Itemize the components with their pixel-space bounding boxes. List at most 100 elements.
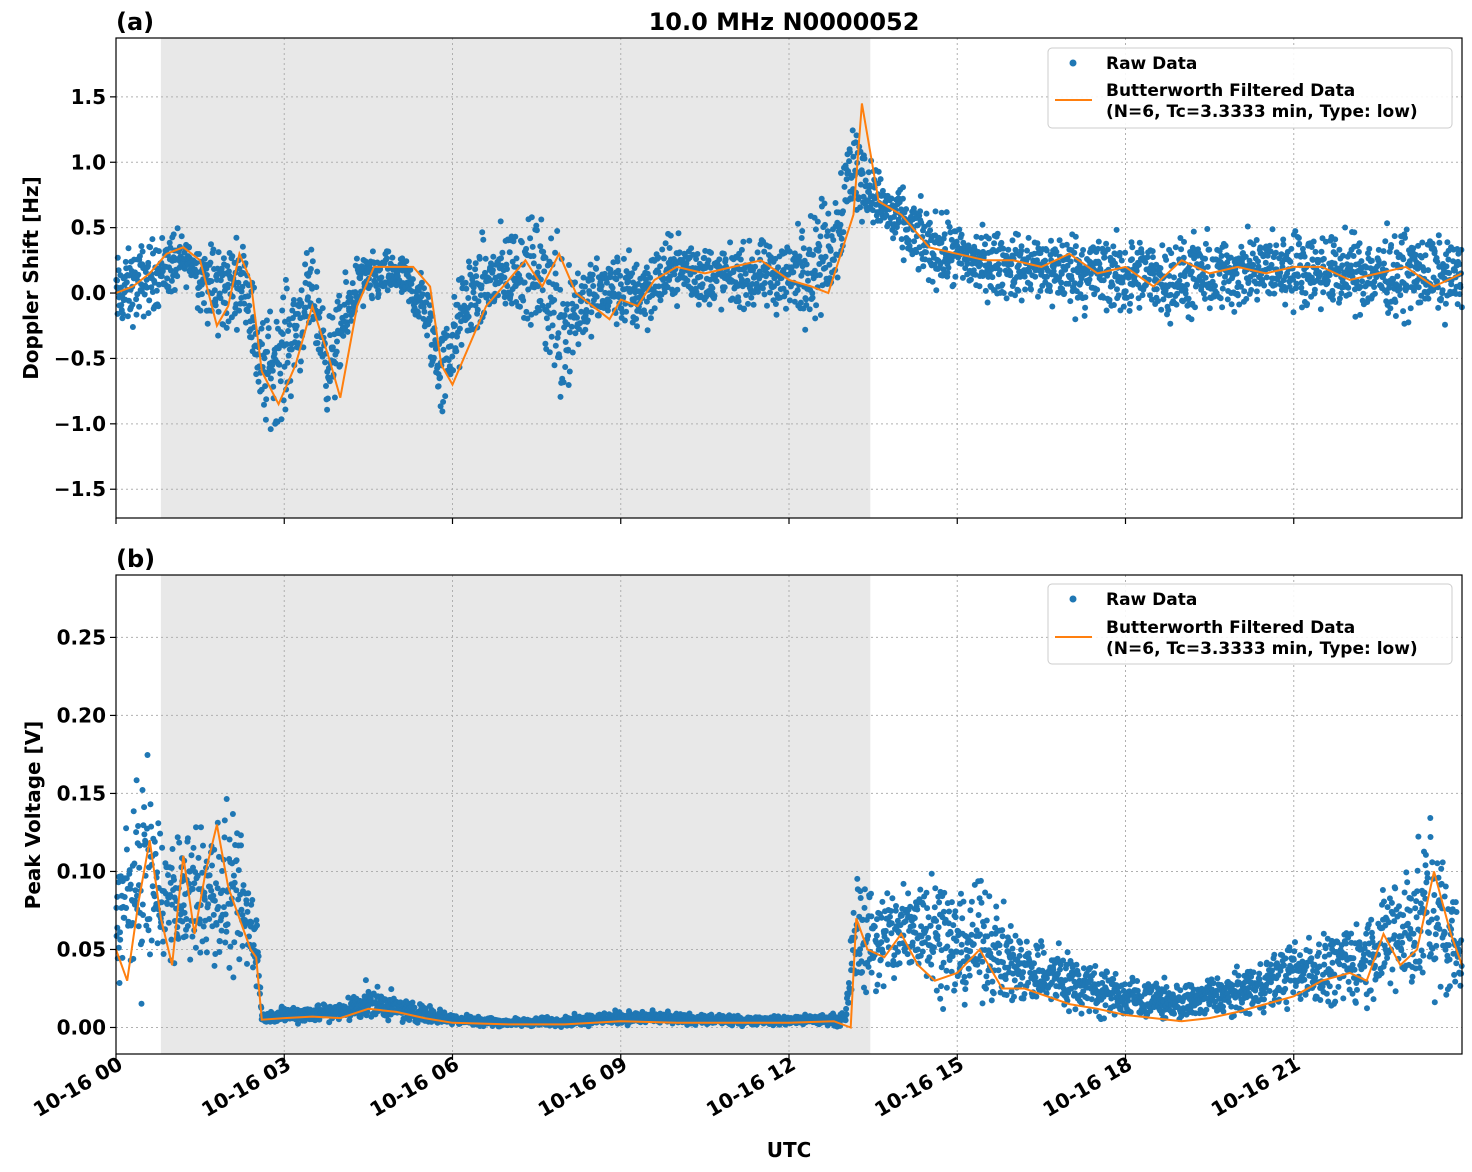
panel-a-raw-point	[791, 250, 798, 257]
panel-a-raw-point	[813, 302, 820, 309]
panel-a-raw-point	[720, 250, 727, 257]
panel-a-raw-point	[1357, 283, 1364, 290]
panel-a-raw-point	[279, 307, 286, 314]
panel-b-raw-point	[184, 835, 191, 842]
panel-a-raw-point	[1296, 240, 1303, 247]
panel-a-raw-point	[750, 301, 757, 308]
panel-a-x-ticks	[115, 518, 1295, 524]
panel-a-raw-point	[1005, 246, 1012, 253]
panel-a-raw-point	[852, 139, 859, 146]
panel-a-y-tick-label: 1.5	[71, 85, 106, 109]
panel-a-raw-point	[1366, 245, 1373, 252]
panel-a-raw-point	[267, 426, 274, 433]
panel-a-raw-point	[225, 318, 232, 325]
panel-a-raw-point	[537, 243, 544, 250]
panel-a-raw-point	[543, 315, 550, 322]
panel-a-raw-point	[838, 235, 845, 242]
panel-b-raw-point	[211, 897, 218, 904]
panel-a-raw-point	[764, 302, 770, 309]
panel-a-raw-point	[1331, 260, 1338, 267]
panel-b-raw-point	[129, 920, 136, 926]
panel-a-raw-point	[340, 332, 347, 339]
panel-b-raw-point	[236, 956, 243, 963]
panel-a-raw-point	[965, 242, 972, 249]
panel-a-raw-point	[298, 287, 305, 294]
panel-a-raw-point	[1318, 248, 1325, 255]
panel-a-raw-point	[504, 266, 510, 272]
panel-a-raw-point	[1356, 240, 1363, 247]
panel-a-raw-point	[831, 257, 837, 263]
panel-b-raw-point	[140, 912, 146, 918]
panel-a-raw-point	[320, 327, 327, 334]
panel-b-raw-point	[131, 860, 138, 867]
panel-a-raw-point	[1142, 259, 1149, 266]
panel-b-raw-point	[243, 900, 250, 907]
panel-a-raw-point	[133, 311, 140, 318]
panel-a-raw-point	[655, 283, 662, 290]
panel-a-raw-point	[548, 235, 555, 242]
panel-a-raw-point	[584, 317, 591, 324]
panel-a-raw-point	[929, 278, 936, 285]
panel-a-raw-point	[722, 256, 729, 263]
panel-a-raw-point	[846, 149, 853, 156]
panel-a-raw-point	[1204, 263, 1211, 270]
panel-a-raw-point	[458, 341, 465, 348]
panel-a-raw-point	[979, 221, 986, 228]
panel-b-night-shade	[160, 575, 871, 1054]
panel-a-raw-point	[1072, 233, 1079, 240]
panel-a-raw-point	[1336, 295, 1343, 302]
panel-a-raw-point	[1352, 313, 1359, 320]
panel-a-raw-point	[1159, 242, 1166, 249]
panel-a-raw-point	[593, 265, 600, 272]
panel-a-raw-point	[1144, 254, 1151, 261]
panel-a-raw-point	[1381, 260, 1387, 267]
panel-a-raw-point	[1444, 239, 1451, 246]
panel-a-raw-point	[843, 176, 850, 183]
panel-b-raw-point	[136, 842, 143, 849]
panel-a-raw-point	[1436, 239, 1443, 246]
panel-a-raw-point	[790, 269, 797, 276]
panel-a-raw-point	[1456, 261, 1463, 268]
panel-a-raw-point	[367, 282, 374, 289]
panel-b: 0.000.050.100.150.200.25 (b) Peak Voltag…	[21, 545, 1465, 1162]
panel-a-raw-point	[1452, 267, 1458, 274]
panel-a-raw-point	[158, 273, 165, 280]
panel-a-raw-point	[1288, 245, 1295, 252]
panel-a-raw-point	[1110, 243, 1117, 250]
panel-b-raw-point	[147, 801, 154, 808]
panel-b-raw-point	[198, 824, 204, 831]
panel-a-raw-point	[666, 245, 673, 251]
panel-a-raw-point	[859, 218, 865, 225]
panel-a-raw-point	[1182, 290, 1189, 297]
panel-a-raw-point	[148, 284, 155, 291]
panel-a-raw-point	[474, 306, 481, 313]
panel-a-raw-point	[1178, 246, 1185, 253]
panel-a-raw-point	[1158, 306, 1165, 313]
panel-a-raw-point	[193, 260, 200, 267]
panel-b-raw-point	[175, 935, 182, 942]
panel-a-raw-point	[1138, 249, 1145, 256]
panel-b-raw-point	[233, 887, 240, 894]
panel-a-raw-point	[1212, 282, 1218, 289]
panel-a-raw-point	[1292, 228, 1299, 235]
panel-b-raw-point	[199, 869, 206, 876]
panel-a-raw-point	[865, 169, 872, 176]
panel-a-raw-point	[248, 334, 255, 341]
panel-b-raw-point	[254, 922, 260, 929]
panel-a-raw-point	[437, 374, 444, 381]
panel-a-raw-point	[786, 248, 793, 255]
panel-a-raw-point	[783, 289, 790, 296]
panel-b-raw-point	[167, 892, 174, 898]
panel-a-raw-point	[1078, 251, 1085, 258]
panel-a-raw-point	[1446, 270, 1453, 276]
panel-a-raw-point	[822, 264, 829, 271]
panel-a-raw-point	[1064, 262, 1071, 269]
panel-a-raw-point	[1204, 226, 1211, 232]
panel-a-raw-point	[923, 249, 929, 256]
panel-a-raw-point	[1250, 241, 1257, 248]
panel-a-raw-point	[1136, 239, 1143, 246]
panel-a-raw-point	[424, 332, 431, 339]
panel-a-raw-point	[566, 368, 573, 375]
panel-a-raw-point	[562, 364, 569, 370]
